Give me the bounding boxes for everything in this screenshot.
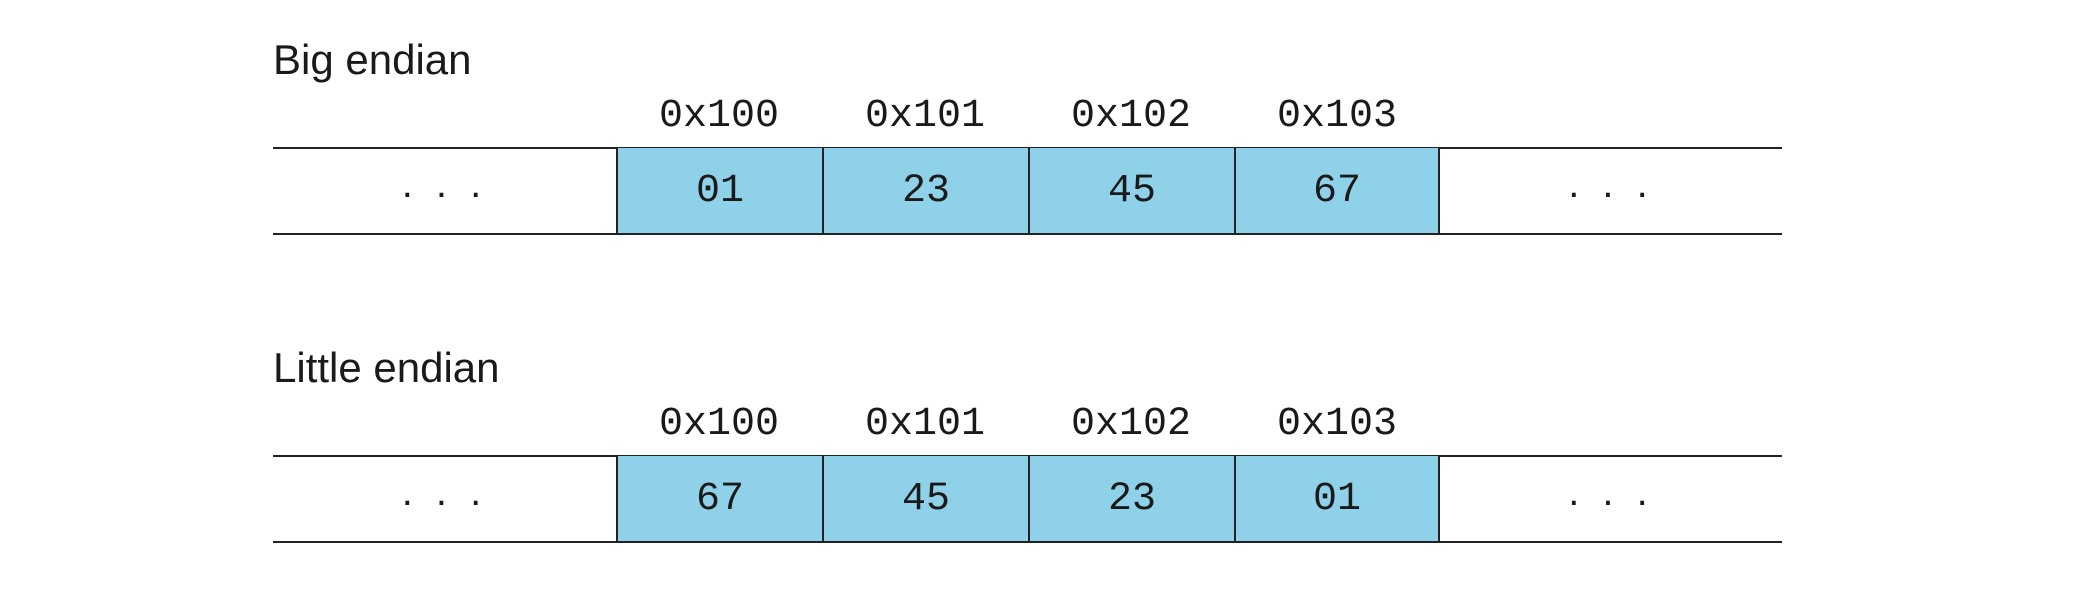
byte-cell: 45	[1028, 148, 1234, 234]
address-label: 0x103	[1276, 94, 1398, 139]
little-endian-title: Little endian	[273, 344, 500, 391]
byte-cell: 45	[822, 456, 1028, 542]
address-label: 0x101	[864, 402, 986, 447]
byte-cell: 01	[1234, 456, 1440, 542]
address-label: 0x102	[1070, 94, 1192, 139]
ellipsis-right: . . .	[1568, 469, 1654, 514]
big-endian-diagram: Big endian 0x100 0x101 0x102 0x103 . . .…	[0, 0, 2082, 235]
byte-cell: 67	[1234, 148, 1440, 234]
address-label: 0x100	[658, 402, 780, 447]
address-label: 0x100	[658, 94, 780, 139]
byte-cell: 67	[616, 456, 822, 542]
ellipsis-right: . . .	[1568, 161, 1654, 206]
memory-row-bottom-border	[273, 233, 1782, 235]
memory-row-bottom-border	[273, 541, 1782, 543]
byte-cell: 23	[822, 148, 1028, 234]
byte-cell: 23	[1028, 456, 1234, 542]
address-label: 0x101	[864, 94, 986, 139]
ellipsis-left: . . .	[401, 469, 488, 514]
address-label: 0x103	[1276, 402, 1398, 447]
byte-cell: 01	[616, 148, 822, 234]
big-endian-title: Big endian	[273, 36, 472, 83]
address-label: 0x102	[1070, 402, 1192, 447]
ellipsis-left: . . .	[401, 161, 488, 206]
little-endian-diagram: Little endian 0x100 0x101 0x102 0x103 . …	[0, 308, 2082, 543]
